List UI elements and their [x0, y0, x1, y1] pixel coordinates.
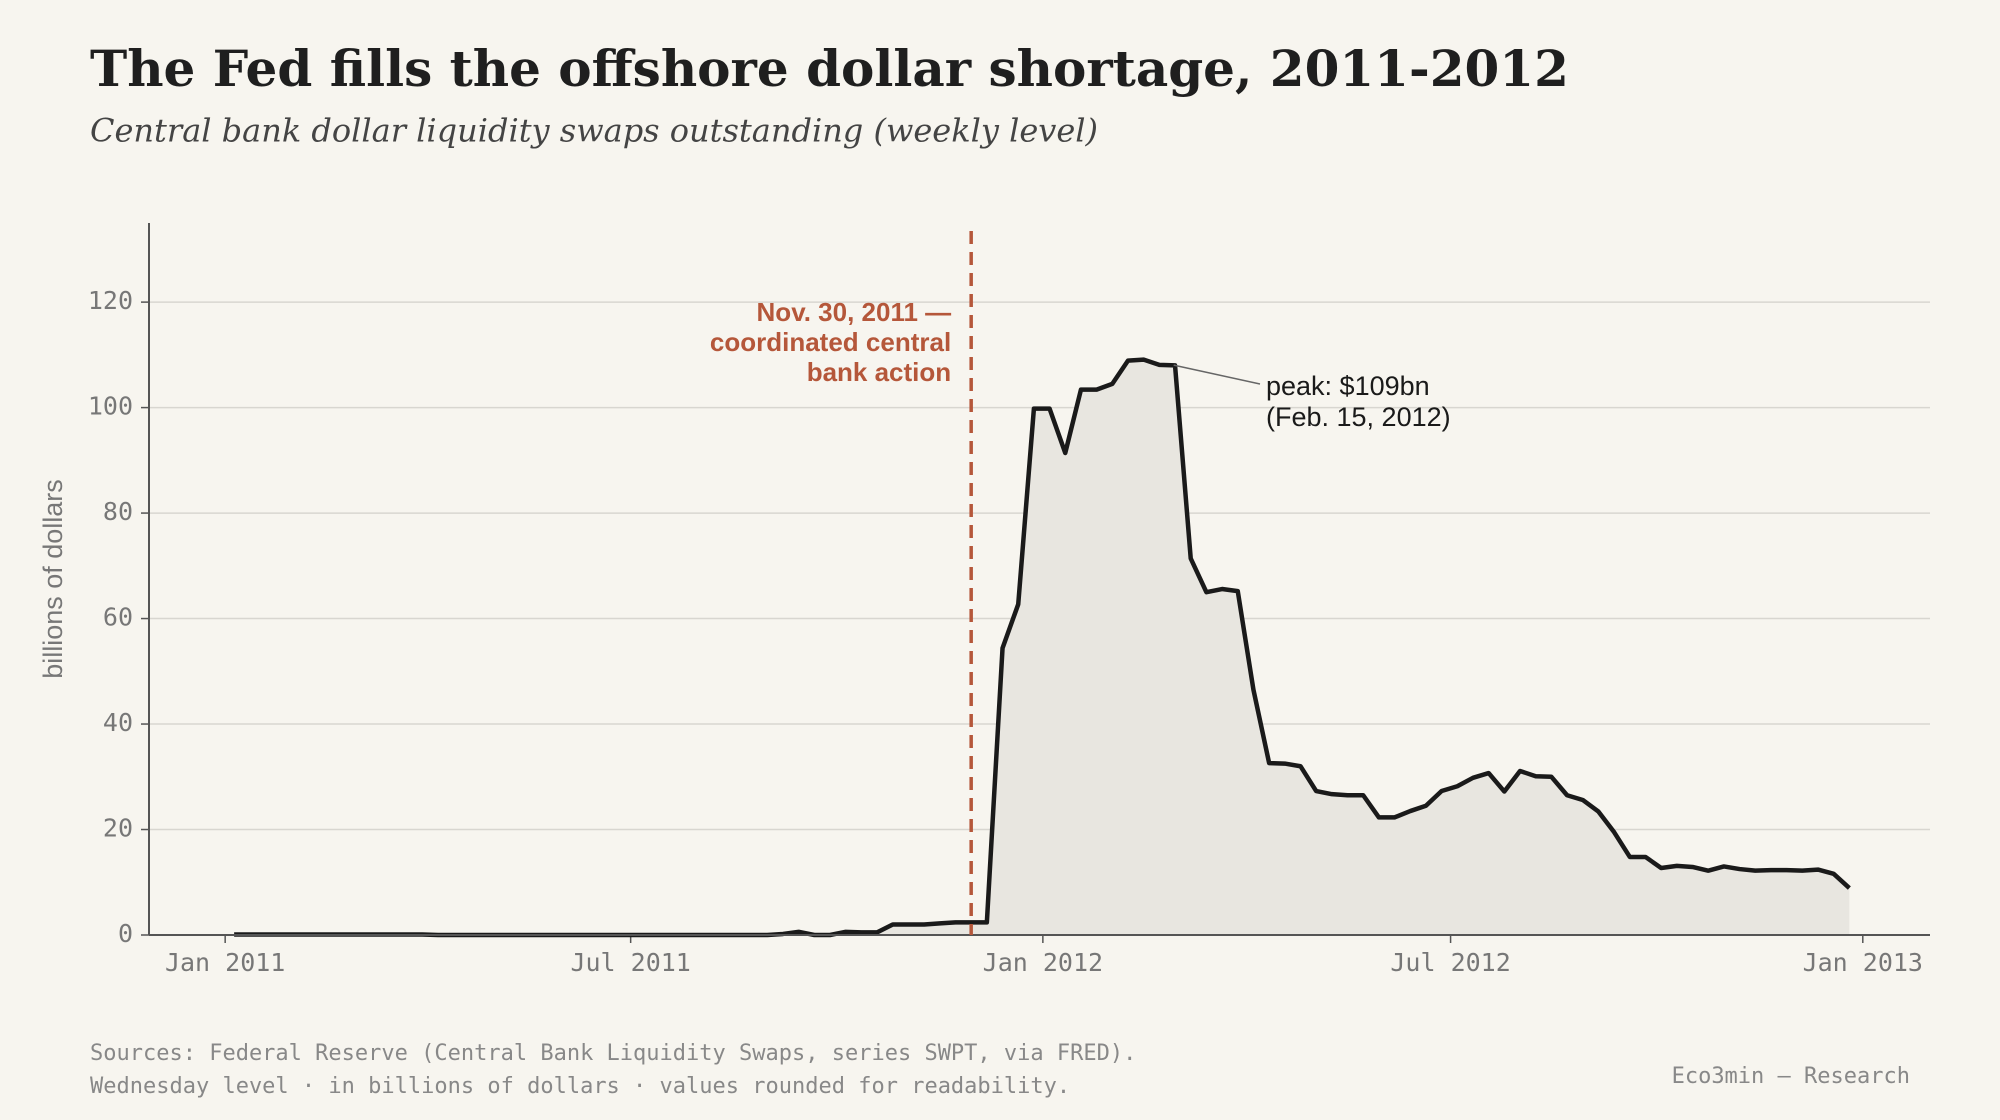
- y-tick-label: 0: [118, 919, 133, 948]
- peak-label: (Feb. 15, 2012): [1266, 402, 1451, 432]
- event-label: bank action: [807, 357, 951, 387]
- credit: Eco3min — Research: [1672, 1064, 1910, 1089]
- x-tick-label: Jul 2012: [1390, 948, 1510, 977]
- x-tick-label: Jan 2013: [1803, 948, 1923, 977]
- event-label: coordinated central: [710, 327, 951, 357]
- footer-note: Wednesday level · in billions of dollars…: [90, 1074, 1070, 1099]
- peak-connector: [1173, 364, 1261, 385]
- y-axis-label: billions of dollars: [38, 479, 68, 679]
- peak-label: peak: $109bn: [1266, 371, 1430, 401]
- y-tick-label: 80: [103, 497, 133, 526]
- y-tick-label: 120: [88, 286, 133, 315]
- x-tick-label: Jan 2011: [165, 948, 285, 977]
- y-tick-label: 100: [88, 392, 133, 421]
- y-tick-label: 40: [103, 708, 133, 737]
- x-tick-label: Jan 2012: [983, 948, 1103, 977]
- y-tick-label: 20: [103, 814, 133, 843]
- chart-subtitle: Central bank dollar liquidity swaps outs…: [90, 112, 1098, 150]
- y-tick-label: 60: [103, 603, 133, 632]
- x-tick-label: Jul 2011: [570, 948, 690, 977]
- footer-note: Sources: Federal Reserve (Central Bank L…: [90, 1041, 1136, 1066]
- event-label: Nov. 30, 2011 —: [757, 297, 952, 327]
- chart-title: The Fed fills the offshore dollar shorta…: [90, 39, 1569, 98]
